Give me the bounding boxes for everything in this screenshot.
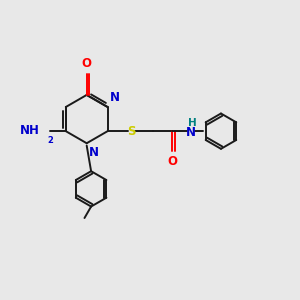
Text: NH: NH	[20, 124, 40, 137]
Text: O: O	[82, 57, 92, 70]
Text: N: N	[89, 146, 99, 159]
Text: 2: 2	[47, 136, 53, 145]
Text: O: O	[167, 155, 177, 168]
Text: H: H	[188, 118, 197, 128]
Text: N: N	[110, 91, 120, 104]
Text: N: N	[186, 125, 196, 139]
Text: S: S	[127, 125, 135, 138]
